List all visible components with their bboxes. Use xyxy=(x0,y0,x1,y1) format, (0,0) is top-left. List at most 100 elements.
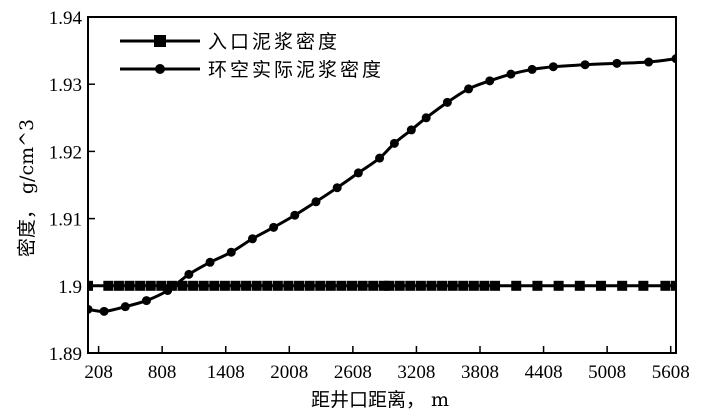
data-point-square xyxy=(479,280,490,291)
data-point-circle xyxy=(99,306,109,316)
data-point-circle xyxy=(332,183,342,193)
legend-circle-marker xyxy=(155,64,165,74)
data-point-circle xyxy=(88,304,93,314)
data-point-circle xyxy=(406,125,416,135)
x-tick-label: 3808 xyxy=(461,362,499,383)
data-point-square xyxy=(368,280,379,291)
data-point-circle xyxy=(184,269,194,279)
data-point-square xyxy=(198,280,209,291)
x-tick-label: 808 xyxy=(148,362,177,383)
data-point-circle xyxy=(311,197,321,207)
data-point-square xyxy=(262,280,273,291)
data-point-square xyxy=(177,280,188,291)
data-point-square xyxy=(315,280,326,291)
data-point-square xyxy=(357,280,368,291)
data-point-square xyxy=(325,280,336,291)
data-point-square xyxy=(458,280,469,291)
data-point-circle xyxy=(141,296,151,306)
data-point-square xyxy=(617,280,628,291)
data-point-square xyxy=(124,280,135,291)
data-point-square xyxy=(304,280,315,291)
data-point-square xyxy=(426,280,437,291)
x-tick-label: 3208 xyxy=(397,362,435,383)
data-point-circle xyxy=(375,153,385,163)
data-point-circle xyxy=(205,257,215,267)
series-1 xyxy=(88,280,676,291)
data-point-circle xyxy=(290,210,300,220)
y-tick-label: 1.91 xyxy=(49,210,82,231)
plot-frame xyxy=(87,16,677,354)
data-point-circle xyxy=(353,168,363,178)
data-point-square xyxy=(394,280,405,291)
x-tick-label: 208 xyxy=(84,362,113,383)
x-tick-label: 4408 xyxy=(525,362,563,383)
data-point-square xyxy=(272,280,283,291)
data-point-circle xyxy=(389,138,399,148)
data-point-circle xyxy=(671,54,676,64)
data-point-circle xyxy=(269,222,279,232)
y-tick-label: 1.92 xyxy=(49,142,82,163)
data-point-circle xyxy=(421,113,431,123)
data-point-square xyxy=(378,280,389,291)
legend-label: 入口泥浆密度 xyxy=(208,31,340,53)
data-point-square xyxy=(156,280,167,291)
series-2 xyxy=(88,54,676,316)
data-point-square xyxy=(671,280,676,291)
data-point-square xyxy=(553,280,564,291)
data-point-circle xyxy=(163,286,173,296)
data-point-square xyxy=(88,280,93,291)
y-tick-label: 1.89 xyxy=(49,344,82,365)
legend-square-marker xyxy=(154,35,166,47)
y-tick-label: 1.9 xyxy=(58,277,82,298)
series-line xyxy=(88,57,676,313)
data-point-square xyxy=(230,280,241,291)
plot-area: 1.89 1.9 1.91 1.92 1.93 1.94 208 808 1408 2008 260… xyxy=(49,8,690,383)
data-point-circle xyxy=(527,64,537,74)
data-point-square xyxy=(511,280,522,291)
data-point-square xyxy=(437,280,448,291)
data-point-circle xyxy=(442,97,452,107)
data-point-square xyxy=(490,280,501,291)
data-point-square xyxy=(415,280,426,291)
data-point-circle xyxy=(612,58,622,68)
data-point-square xyxy=(468,280,479,291)
x-tick-label: 2008 xyxy=(270,362,308,383)
data-point-square xyxy=(188,280,199,291)
data-point-circle xyxy=(120,302,130,312)
data-point-square xyxy=(145,280,156,291)
data-point-square xyxy=(251,280,262,291)
data-point-square xyxy=(209,280,220,291)
data-point-square xyxy=(219,280,230,291)
y-tick-label: 1.93 xyxy=(49,75,82,96)
y-axis-title: 密度， g/cm^3 xyxy=(16,119,38,257)
legend-label: 环空实际泥浆密度 xyxy=(208,59,384,81)
data-point-circle xyxy=(580,60,590,70)
x-tick-label: 5608 xyxy=(652,362,690,383)
data-point-square xyxy=(135,280,146,291)
data-point-circle xyxy=(247,234,257,244)
data-point-circle xyxy=(464,84,474,94)
x-axis-title: 距井口距离， m xyxy=(311,389,449,411)
data-point-square xyxy=(638,280,649,291)
data-point-square xyxy=(241,280,252,291)
y-tick-label: 1.94 xyxy=(49,8,83,29)
data-point-circle xyxy=(485,76,495,86)
x-tick-label: 5008 xyxy=(588,362,626,383)
data-point-circle xyxy=(548,62,558,72)
data-point-square xyxy=(103,280,114,291)
data-point-square xyxy=(405,280,416,291)
data-point-circle xyxy=(644,57,654,67)
data-point-square xyxy=(532,280,543,291)
x-tick-label: 1408 xyxy=(207,362,245,383)
data-point-square xyxy=(660,280,671,291)
data-point-circle xyxy=(226,247,236,257)
data-point-square xyxy=(113,280,124,291)
data-point-square xyxy=(384,280,395,291)
data-point-square xyxy=(336,280,347,291)
data-point-square xyxy=(595,280,606,291)
data-point-square xyxy=(574,280,585,291)
data-point-square xyxy=(447,280,458,291)
data-point-square xyxy=(294,280,305,291)
data-point-square xyxy=(347,280,358,291)
